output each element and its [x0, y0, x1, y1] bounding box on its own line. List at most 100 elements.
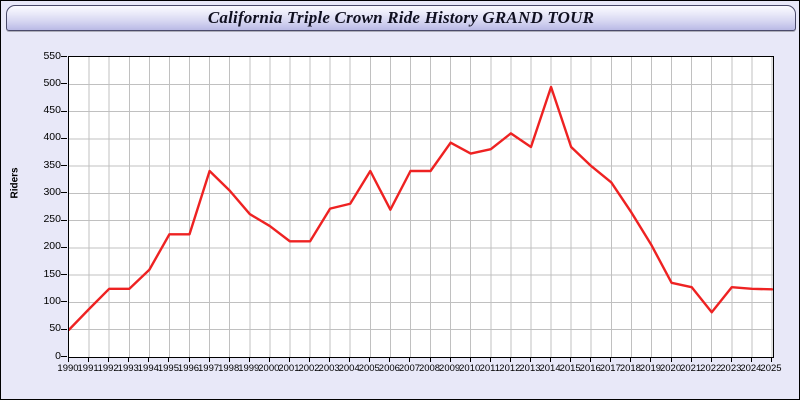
y-tick-label: 400 — [43, 131, 61, 144]
x-tick-mark — [630, 357, 632, 362]
page-title: California Triple Crown Ride History GRA… — [207, 8, 595, 27]
x-tick-mark — [168, 357, 170, 362]
x-tick-mark — [309, 357, 311, 362]
window-title-bar: California Triple Crown Ride History GRA… — [6, 5, 796, 31]
chart-gridlines — [69, 57, 773, 357]
x-tick-label: 2010 — [459, 363, 481, 374]
x-tick-mark — [610, 357, 612, 362]
x-tick-label: 2003 — [318, 363, 340, 374]
x-tick-label: 2011 — [479, 363, 501, 374]
x-tick-label: 2018 — [619, 363, 641, 374]
y-tick-mark — [61, 137, 67, 139]
y-tick-label: 100 — [43, 294, 61, 307]
y-tick-mark — [61, 192, 67, 194]
y-tick-label: 250 — [43, 213, 61, 226]
y-tick-label: 500 — [43, 76, 61, 89]
x-tick-mark — [248, 357, 250, 362]
x-tick-mark — [429, 357, 431, 362]
y-tick-mark — [61, 301, 67, 303]
x-tick-mark — [750, 357, 752, 362]
x-tick-mark — [771, 357, 772, 362]
x-tick-label: 1996 — [177, 363, 200, 374]
x-tick-label: 2007 — [398, 363, 421, 374]
x-tick-mark — [489, 357, 491, 362]
x-tick-label: 2014 — [539, 363, 561, 374]
x-tick-label: 2016 — [579, 363, 601, 374]
x-tick-mark — [128, 357, 130, 362]
x-axis-ticks: 1990 1991 1992 1993 1994 1995 1996 1997 1998 1999… — [5, 357, 797, 397]
x-tick-label: 2020 — [659, 363, 682, 374]
line-chart-svg — [69, 57, 773, 357]
y-tick-label: 300 — [43, 185, 61, 198]
y-tick-mark — [61, 274, 67, 276]
x-tick-label: 2001 — [278, 363, 300, 374]
x-tick-mark — [329, 357, 331, 362]
x-tick-label: 1993 — [117, 363, 139, 374]
x-tick-mark — [670, 357, 672, 362]
x-tick-label: 2021 — [680, 363, 702, 374]
y-tick-mark — [61, 110, 67, 112]
y-tick-label: 0 — [55, 349, 61, 362]
x-tick-mark — [449, 357, 451, 362]
x-tick-mark — [208, 357, 210, 362]
y-tick-label: 50 — [49, 322, 61, 335]
y-axis-ticks: 0 50 100 150 200 250 300 350 400 450 500 550 — [5, 35, 67, 397]
x-tick-mark — [590, 357, 592, 362]
x-tick-label: 1998 — [218, 363, 240, 374]
y-tick-mark — [61, 219, 67, 221]
y-tick-mark — [61, 328, 67, 330]
chart-series-layer — [69, 85, 773, 331]
x-tick-label: 2002 — [298, 363, 320, 374]
x-tick-mark — [650, 357, 652, 362]
x-tick-mark — [108, 357, 110, 362]
x-tick-label: 2015 — [559, 363, 581, 374]
series-line-riders — [69, 85, 773, 331]
x-tick-mark — [228, 357, 230, 362]
y-tick-mark — [61, 56, 67, 57]
x-tick-label: 1995 — [157, 363, 179, 374]
x-tick-label: 1992 — [97, 363, 119, 374]
x-tick-label: 1999 — [238, 363, 260, 374]
y-tick-label: 200 — [43, 240, 61, 253]
x-tick-label: 1991 — [77, 363, 99, 374]
y-tick-label: 450 — [43, 104, 61, 117]
x-tick-label: 2000 — [258, 363, 280, 374]
y-tick-mark — [61, 356, 67, 357]
y-tick-label: 150 — [43, 267, 61, 280]
x-tick-mark — [288, 357, 290, 362]
x-tick-mark — [188, 357, 190, 362]
chart-container: Riders 0 50 100 150 200 250 300 350 400 450 500 550… — [5, 35, 797, 397]
x-tick-label: 1990 — [57, 363, 79, 374]
x-tick-mark — [570, 357, 572, 362]
x-tick-mark — [710, 357, 712, 362]
x-tick-mark — [529, 357, 531, 362]
x-tick-mark — [68, 357, 69, 362]
x-tick-label: 2013 — [519, 363, 541, 374]
x-tick-mark — [550, 357, 552, 362]
y-tick-label: 550 — [43, 49, 61, 62]
plot-area — [68, 56, 774, 358]
x-tick-label: 2022 — [700, 363, 722, 374]
x-tick-label: 2025 — [760, 363, 782, 374]
x-tick-mark — [148, 357, 150, 362]
y-tick-mark — [61, 165, 67, 167]
x-tick-label: 2012 — [499, 363, 521, 374]
x-tick-label: 2005 — [358, 363, 380, 374]
x-tick-label: 2023 — [720, 363, 742, 374]
x-tick-label: 1994 — [137, 363, 159, 374]
x-tick-mark — [409, 357, 411, 362]
y-tick-label: 350 — [43, 158, 61, 171]
x-tick-mark — [88, 357, 90, 362]
x-tick-label: 1997 — [198, 363, 220, 374]
x-tick-mark — [690, 357, 692, 362]
x-tick-mark — [509, 357, 511, 362]
x-tick-label: 2009 — [439, 363, 461, 374]
x-tick-mark — [469, 357, 471, 362]
x-tick-mark — [349, 357, 351, 362]
x-tick-label: 2024 — [740, 363, 762, 374]
x-tick-mark — [369, 357, 371, 362]
x-tick-label: 2019 — [639, 363, 662, 374]
y-tick-mark — [61, 246, 67, 248]
x-tick-label: 2004 — [338, 363, 360, 374]
